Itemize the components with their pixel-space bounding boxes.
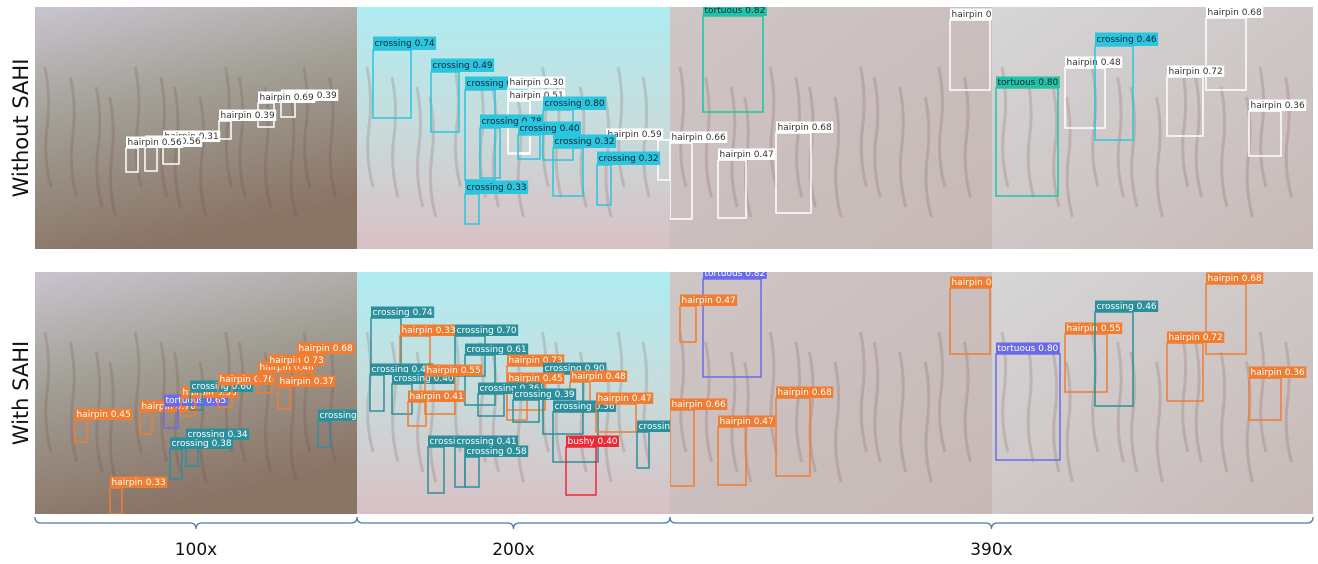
detection-label: hairpin 0.68 (778, 388, 833, 398)
detection-label: hairpin 0.45 (77, 410, 131, 420)
detection-label: hairpin 0.47 (720, 417, 774, 427)
detection-label: tortuous 0.82 (705, 269, 766, 279)
magnification-label: 390x (970, 540, 1013, 560)
detection-label: crossing 0.40 (520, 124, 580, 134)
image-panel: tortuous 0.80 hairpin 0.48 crossing 0.46 ha… (992, 7, 1313, 250)
detection-label: bushy 0.40 (568, 437, 618, 447)
figure: hairpin 0.39hairpin 0.69hairpin 0.39hair… (0, 0, 1318, 564)
detection-label: hairpin 0.30 (510, 78, 565, 88)
detection-label: tortuous 0.80 (998, 344, 1059, 354)
detection-label: tortuous 0.80 (998, 78, 1059, 88)
detection-label: hairpin 0.66 (672, 400, 727, 410)
detection-label: crossing 0.74 (373, 308, 433, 318)
detection-label: hairpin 0.47 (720, 150, 774, 160)
detection-label: crossing 0.70 (457, 326, 517, 336)
detection-label: hairpin 0.56 (128, 138, 183, 148)
image-panel: tortuous 0.80 hairpin 0.55 crossing 0.46 ha… (992, 272, 1313, 514)
image-panel: tortuous 0.82 hairpin 0.47 hairpin 0.66 hai… (670, 268, 996, 515)
detection-label: hairpin 0.41 (410, 392, 464, 402)
detection-label: hairpin 0.47 (598, 394, 652, 404)
detection-label: hairpin 0.39 (221, 111, 276, 121)
detection-label: hairpin 0.76 (220, 375, 275, 385)
detection-label: hairpin 0.36 (1251, 101, 1306, 111)
detection-label: hairpin 0.68 (299, 344, 354, 354)
detection-label: hairpin 0. (952, 278, 995, 288)
detection-label: hairpin 0.48 (1067, 58, 1122, 68)
detection-label: crossing 0.46 (1097, 302, 1157, 312)
detection-label: crossing 0.32 (555, 137, 615, 147)
brace (35, 517, 357, 529)
detection-label: hairpin 0.48 (572, 372, 627, 382)
detection-label: hairpin 0.45 (509, 374, 563, 384)
detection-label: hairpin 0.33 (112, 478, 166, 488)
annotations: Without SAHI With SAHI (9, 59, 33, 446)
detection-label: hairpin 0.66 (672, 133, 727, 143)
detection-label: tortuous 0.82 (705, 6, 766, 16)
microscope-image (35, 7, 357, 249)
detection-label: crossing 0.32 (599, 154, 659, 164)
detection-label: crossing 0.80 (545, 99, 605, 109)
detection-label: hairpin 0.33 (402, 326, 456, 336)
magnification-label: 100x (175, 540, 218, 560)
detection-label: hairpin 0.69 (260, 93, 315, 103)
image-panel: crossing 0.74crossing 0.49crossing 0.53h… (357, 7, 670, 249)
row-label: Without SAHI (9, 59, 33, 198)
detection-label: hairpin 0.72 (1169, 67, 1223, 77)
row-label: With SAHI (9, 341, 33, 445)
detection-label: crossing 0.41 (457, 437, 517, 447)
detection-label: hairpin 0.36 (1251, 368, 1306, 378)
detection-label: hairpin 0.68 (1208, 8, 1263, 18)
detection-label: crossing 0.38 (172, 439, 232, 449)
detection-label: hairpin 0.55 (1067, 324, 1121, 334)
detection-label: crossing 0.74 (375, 39, 435, 49)
detection-label: hairpin 0.72 (1169, 333, 1223, 343)
magnification-label: 200x (492, 540, 535, 560)
detection-label: crossing 0.58 (467, 447, 527, 457)
brace (670, 517, 1313, 529)
detection-label: hairpin 0.68 (778, 123, 833, 133)
detection-label: crossing 0.49 (433, 61, 493, 71)
detection-label: hairpin 0.68 (1208, 274, 1263, 284)
detection-label: crossing 0.33 (467, 183, 527, 193)
detection-label: hairpin 0.55 (427, 366, 481, 376)
detection-label: crossing 0.39 (515, 390, 575, 400)
brace (357, 517, 670, 529)
detection-label: crossing 0.61 (467, 345, 527, 355)
image-panel: hairpin 0.39hairpin 0.69hairpin 0.39hair… (35, 7, 357, 249)
image-panel: tortuous 0.82 hairpin 0.66 hairpin 0.47 hai… (670, 5, 1007, 250)
detection-label: crossing (320, 411, 357, 421)
detection-label: hairpin 0.37 (280, 377, 334, 387)
detection-label: hairpin 0.47 (682, 296, 736, 306)
detection-label: crossing 0.46 (1097, 35, 1157, 45)
